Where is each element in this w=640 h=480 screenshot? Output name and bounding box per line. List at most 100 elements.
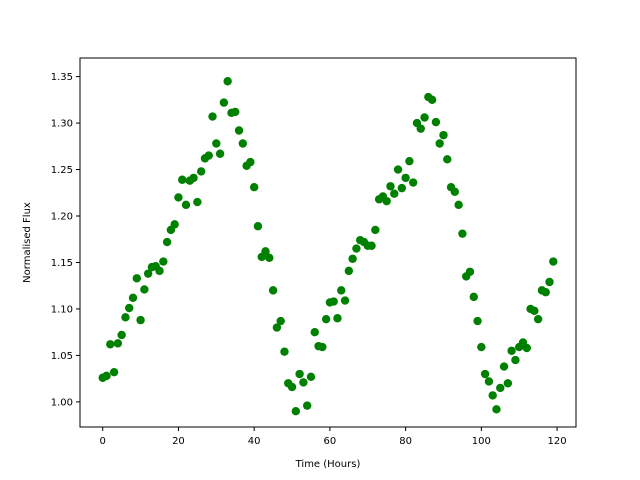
y-tick-label: 1.00	[51, 397, 73, 408]
data-point	[193, 197, 202, 207]
data-point	[272, 323, 282, 332]
data-point	[533, 314, 543, 324]
x-tick-label: 40	[248, 436, 261, 447]
data-point	[265, 253, 274, 263]
data-point	[291, 407, 301, 416]
data-point	[170, 220, 179, 229]
x-tick-label: 120	[548, 436, 567, 447]
data-point	[454, 200, 463, 210]
data-point	[189, 173, 198, 183]
data-point	[310, 327, 319, 337]
y-tick-label: 1.20	[51, 212, 73, 223]
data-point	[397, 183, 407, 193]
x-axis-label: Time (Hours)	[295, 459, 361, 470]
data-point	[261, 247, 270, 256]
data-point	[113, 339, 123, 348]
data-point	[280, 347, 289, 356]
data-point	[276, 316, 285, 326]
data-point	[231, 107, 240, 117]
data-point	[234, 126, 244, 135]
data-point	[117, 330, 126, 340]
data-point	[465, 267, 475, 276]
x-tick-label: 60	[324, 436, 337, 447]
data-point	[253, 222, 263, 231]
data-point	[174, 193, 183, 202]
data-point	[371, 225, 380, 235]
data-point	[503, 379, 513, 388]
data-point	[159, 257, 168, 266]
data-point	[125, 303, 134, 313]
data-point	[121, 313, 130, 322]
data-point	[318, 342, 327, 352]
y-tick-label: 1.35	[51, 72, 73, 83]
data-point	[499, 362, 509, 371]
data-point	[416, 124, 425, 133]
data-point	[477, 342, 486, 352]
data-point	[136, 315, 145, 325]
data-point	[268, 286, 278, 295]
data-point	[299, 378, 308, 387]
data-point	[337, 286, 346, 295]
data-point	[427, 95, 437, 105]
x-tick-label: 0	[100, 436, 106, 447]
data-point	[511, 355, 520, 365]
data-point	[340, 296, 350, 305]
data-point	[408, 178, 418, 187]
data-point	[450, 187, 460, 197]
y-tick-label: 1.05	[51, 351, 73, 362]
data-point	[321, 314, 331, 324]
y-tick-label: 1.30	[51, 119, 73, 130]
data-point	[469, 292, 478, 302]
y-tick-label: 1.25	[51, 165, 73, 176]
data-point	[549, 257, 558, 266]
data-point	[431, 117, 441, 127]
data-point	[393, 165, 403, 174]
data-point	[196, 167, 206, 176]
data-point	[435, 139, 444, 148]
data-point	[352, 244, 361, 253]
data-point	[208, 112, 217, 121]
data-point	[480, 369, 490, 379]
data-point	[473, 316, 482, 326]
data-point	[143, 269, 153, 278]
plot-area	[80, 58, 576, 427]
data-point	[246, 157, 255, 167]
y-axis-label: Normalised Flux	[22, 202, 33, 283]
x-tick-label: 80	[399, 436, 412, 447]
data-point	[204, 151, 213, 160]
data-point	[181, 200, 191, 210]
data-point	[348, 254, 357, 263]
data-point	[439, 130, 448, 140]
data-point	[215, 149, 225, 158]
data-point	[507, 346, 516, 355]
data-point	[223, 77, 232, 86]
data-point	[401, 173, 410, 183]
x-tick-label: 100	[472, 436, 491, 447]
data-point	[302, 401, 312, 410]
data-point	[458, 229, 467, 238]
data-point	[306, 372, 316, 382]
data-point	[287, 382, 297, 392]
data-point	[443, 155, 452, 164]
data-point	[178, 175, 187, 184]
y-axis-ticks: 1.00 1.05 1.10 1.15 1.20 1.25 1.30 1.35	[51, 72, 80, 408]
data-point	[541, 288, 550, 297]
data-point	[390, 189, 399, 198]
data-point	[344, 266, 354, 276]
data-point	[333, 314, 342, 323]
data-point	[405, 156, 414, 166]
plot-frame	[79, 57, 577, 428]
data-point	[545, 277, 554, 287]
data-point	[162, 237, 172, 247]
data-point	[386, 182, 395, 191]
x-axis-ticks: 0 20 40 60 80 100 120	[100, 427, 567, 447]
data-point	[382, 196, 391, 206]
data-point	[420, 113, 429, 122]
data-point	[238, 139, 248, 148]
data-point	[295, 369, 304, 379]
data-point	[367, 241, 376, 250]
data-point	[102, 371, 111, 381]
data-point	[329, 297, 338, 306]
data-point	[106, 340, 115, 349]
data-point	[492, 405, 501, 414]
